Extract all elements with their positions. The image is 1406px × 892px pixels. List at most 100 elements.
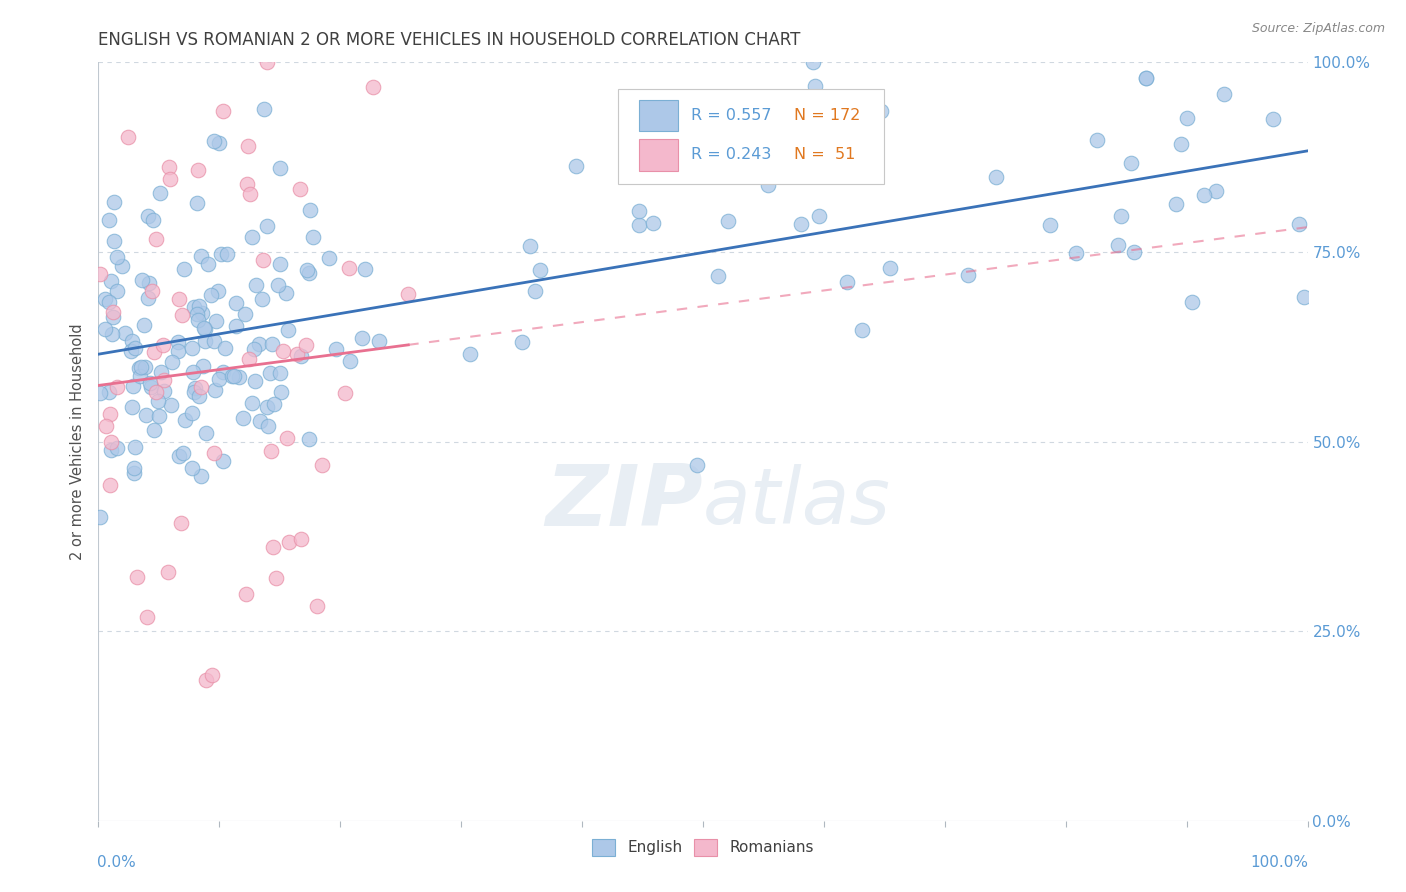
Text: R = 0.243: R = 0.243 — [690, 147, 772, 162]
Point — [94, 321, 117, 335]
Point — [298, 202, 321, 217]
Point — [1192, 188, 1215, 202]
Text: ENGLISH VS ROMANIAN 2 OR MORE VEHICLES IN HOUSEHOLD CORRELATION CHART: ENGLISH VS ROMANIAN 2 OR MORE VEHICLES I… — [98, 31, 801, 49]
Point — [879, 260, 901, 275]
Point — [121, 334, 143, 348]
Point — [172, 308, 194, 322]
Point — [188, 299, 211, 313]
Point — [1135, 70, 1157, 85]
Point — [150, 365, 173, 379]
Point — [257, 418, 280, 433]
Point — [259, 366, 281, 380]
Point — [131, 273, 153, 287]
Point — [350, 331, 373, 345]
Point — [138, 276, 160, 290]
Point — [804, 79, 827, 94]
Point — [1175, 112, 1198, 126]
Point — [120, 344, 142, 359]
Point — [790, 217, 813, 231]
Point — [208, 136, 231, 150]
Point — [249, 413, 271, 427]
Point — [167, 343, 190, 358]
Point — [270, 385, 292, 400]
Point — [89, 267, 111, 281]
FancyBboxPatch shape — [638, 139, 678, 171]
FancyBboxPatch shape — [619, 89, 884, 184]
Point — [212, 365, 235, 379]
Point — [169, 293, 191, 307]
Point — [174, 413, 197, 427]
Point — [146, 394, 169, 409]
Point — [127, 570, 149, 584]
Point — [239, 187, 262, 202]
Point — [217, 246, 239, 260]
Point — [128, 361, 150, 376]
Point — [1170, 137, 1192, 152]
Point — [94, 419, 117, 434]
Point — [101, 305, 124, 319]
Point — [132, 318, 155, 332]
Point — [124, 440, 146, 454]
Point — [105, 250, 128, 264]
Point — [1212, 87, 1234, 101]
Point — [124, 341, 146, 355]
Point — [1119, 155, 1142, 169]
Point — [1085, 133, 1108, 147]
Point — [100, 435, 122, 450]
Point — [643, 216, 665, 230]
Point — [240, 396, 263, 410]
Point — [214, 341, 236, 355]
Point — [510, 334, 533, 349]
Point — [252, 292, 274, 306]
Point — [200, 288, 222, 302]
Point — [305, 599, 328, 613]
Point — [100, 274, 122, 288]
Point — [212, 104, 235, 119]
Point — [111, 259, 134, 273]
Text: Source: ZipAtlas.com: Source: ZipAtlas.com — [1251, 22, 1385, 36]
Point — [238, 351, 260, 366]
Point — [758, 178, 780, 193]
Point — [136, 610, 159, 624]
Point — [207, 284, 229, 298]
Point — [325, 342, 347, 356]
Point — [267, 278, 290, 293]
Point — [181, 342, 204, 356]
Point — [264, 571, 287, 585]
Point — [243, 374, 266, 388]
Point — [628, 204, 651, 219]
Point — [101, 327, 124, 342]
Point — [262, 541, 284, 555]
Point — [122, 467, 145, 481]
Point — [263, 397, 285, 411]
Point — [204, 383, 226, 397]
Point — [145, 385, 167, 400]
Point — [186, 195, 208, 210]
Point — [194, 334, 217, 349]
Point — [957, 268, 980, 282]
Point — [232, 411, 254, 425]
Point — [103, 234, 125, 248]
Point — [288, 182, 311, 196]
Point — [361, 79, 384, 94]
Point — [129, 369, 152, 384]
Point — [252, 252, 274, 267]
Point — [225, 296, 247, 310]
Point — [333, 385, 356, 400]
Point — [1205, 184, 1227, 198]
Point — [1039, 219, 1062, 233]
Point — [565, 159, 588, 173]
Point — [269, 161, 291, 176]
Point — [202, 445, 225, 459]
Point — [98, 407, 121, 421]
Point — [290, 532, 312, 546]
Point — [807, 209, 830, 223]
Text: N =  51: N = 51 — [793, 147, 855, 162]
Point — [105, 380, 128, 394]
Point — [523, 284, 546, 298]
Point — [186, 307, 208, 321]
Point — [869, 103, 891, 118]
Point — [97, 385, 120, 400]
Point — [519, 238, 541, 252]
Point — [686, 458, 709, 473]
